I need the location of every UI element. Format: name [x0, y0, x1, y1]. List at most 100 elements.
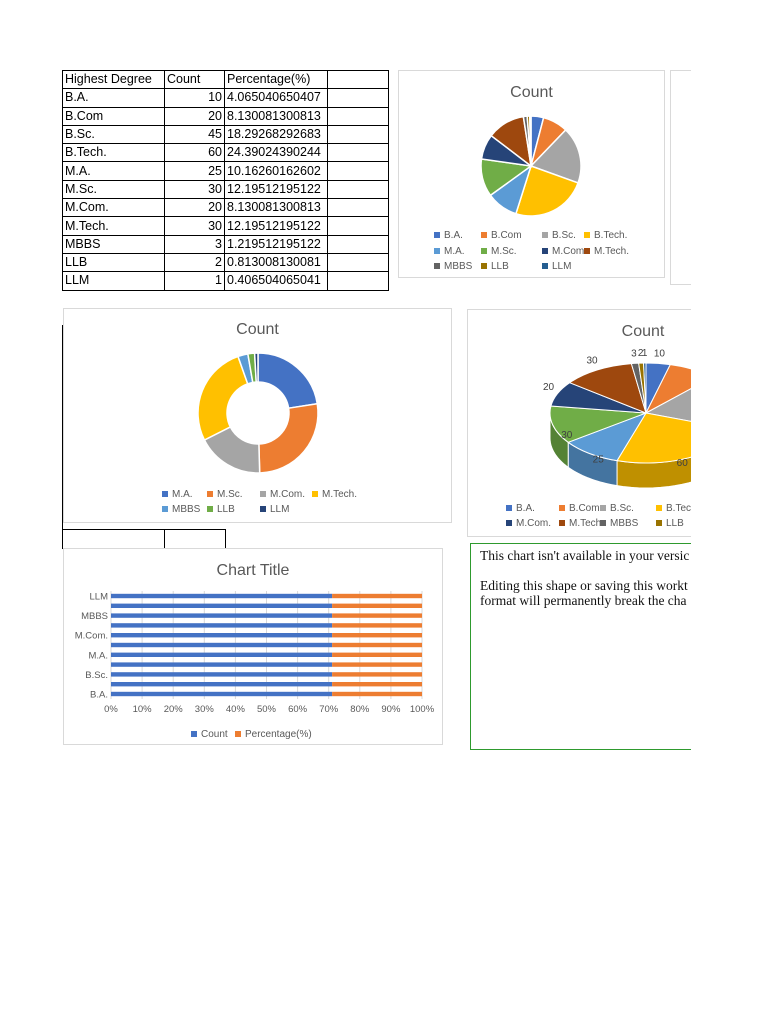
slice-LLM[interactable]: [528, 115, 532, 167]
bar-percentage-LLB[interactable]: [332, 603, 422, 608]
count-cell[interactable]: 45: [164, 124, 225, 145]
bar-percentage-M.Com.[interactable]: [332, 633, 422, 638]
empty-cell[interactable]: [327, 234, 389, 254]
legend-label: M.Sc.: [217, 489, 243, 500]
legend-item: LLB: [207, 504, 235, 515]
percentage-cell[interactable]: 12.19512195122: [224, 216, 328, 236]
empty-cell[interactable]: [327, 216, 389, 236]
count-cell[interactable]: 10: [164, 88, 225, 108]
slice-LLM[interactable]: [643, 362, 647, 414]
count-cell[interactable]: 20: [164, 106, 225, 126]
header-cell[interactable]: Highest Degree: [62, 69, 165, 90]
pie-chart[interactable]: Count B.A. B.Com B.Sc. B.Tech. M.A. M.Sc. M.Co…: [398, 70, 665, 278]
unsupported-chart-notice[interactable]: This chart isn't available in your versi…: [470, 543, 691, 750]
empty-cell[interactable]: [327, 69, 389, 90]
degree-cell[interactable]: M.Sc.: [62, 179, 165, 200]
slice-B.Com[interactable]: [644, 364, 691, 415]
legend-swatch: [191, 731, 197, 737]
bar-percentage-B.Com[interactable]: [332, 682, 422, 687]
percentage-cell[interactable]: 0.813008130081: [224, 252, 328, 273]
header-cell[interactable]: Count: [164, 69, 225, 90]
degree-cell[interactable]: LLB: [62, 252, 165, 273]
slice-M.Sc.[interactable]: [549, 405, 647, 443]
degree-cell[interactable]: MBBS: [62, 234, 165, 254]
bar-count-LLM[interactable]: [111, 593, 333, 599]
slice-LLM[interactable]: [253, 352, 259, 383]
percentage-cell[interactable]: 24.39024390244: [224, 143, 328, 163]
count-cell[interactable]: 2: [164, 252, 225, 273]
bar-percentage-MBBS[interactable]: [332, 613, 422, 618]
empty-cell[interactable]: [327, 252, 389, 273]
count-cell[interactable]: 60: [164, 143, 225, 163]
bar-plot: 0% 10% 20% 30% 40% 50% 60% 70% 80% 90% 100% B.A. B.S…: [75, 591, 435, 715]
legend-item: M.Sc.: [481, 246, 517, 257]
count-cell[interactable]: 30: [164, 216, 225, 236]
percentage-cell[interactable]: 0.406504065041: [224, 271, 328, 291]
bar-count-M.Tech.[interactable]: [111, 623, 333, 628]
degree-cell[interactable]: B.Com: [62, 106, 165, 126]
empty-cell[interactable]: [327, 271, 389, 291]
percentage-cell[interactable]: 4.065040650407: [224, 88, 328, 108]
percentage-cell[interactable]: 18.29268292683: [224, 124, 328, 145]
degree-cell[interactable]: B.Tech.: [62, 143, 165, 163]
legend-swatch: [506, 505, 512, 511]
bar-percentage-B.Tech.[interactable]: [332, 662, 422, 667]
degree-cell[interactable]: M.Com.: [62, 198, 165, 218]
degree-cell[interactable]: M.A.: [62, 161, 165, 181]
slice-M.A.[interactable]: [257, 352, 319, 410]
bar-count-B.Sc.[interactable]: [111, 672, 333, 677]
bar-count-M.A.[interactable]: [111, 652, 333, 657]
bar-percentage-B.Sc.[interactable]: [332, 672, 422, 677]
bar-count-B.Tech.[interactable]: [111, 662, 333, 667]
percentage-cell[interactable]: 8.130081300813: [224, 106, 328, 126]
degree-cell[interactable]: LLM: [62, 271, 165, 291]
count-cell[interactable]: 20: [164, 198, 225, 218]
percentage-cell[interactable]: 1.219512195122: [224, 234, 328, 254]
percentage-cell[interactable]: 10.16260162602: [224, 161, 328, 181]
slice-M.Sc.[interactable]: [258, 402, 319, 474]
bar-count-B.A.[interactable]: [111, 691, 333, 697]
bar-count-LLB[interactable]: [111, 603, 333, 608]
percentage-cell[interactable]: 12.19512195122: [224, 179, 328, 200]
count-cell[interactable]: 3: [164, 234, 225, 254]
percentage-cell[interactable]: 8.130081300813: [224, 198, 328, 218]
empty-cell[interactable]: [327, 88, 389, 108]
pie-3d-chart[interactable]: Count 10 20 60 25 30 20 30 3 2 1 B.A. B.Com B.Sc. B.…: [467, 309, 691, 537]
legend-swatch: [542, 232, 548, 238]
empty-cell[interactable]: [327, 179, 389, 200]
bar-percentage-M.A.[interactable]: [332, 652, 422, 657]
bar-count-MBBS[interactable]: [111, 613, 333, 618]
bar-percentage-B.A.[interactable]: [332, 691, 422, 697]
header-cell[interactable]: Percentage(%): [224, 69, 328, 90]
count-cell[interactable]: 1: [164, 271, 225, 291]
legend-swatch: [207, 506, 213, 512]
legend-swatch: [434, 232, 440, 238]
slice-M.Tech.[interactable]: [568, 363, 647, 414]
degree-cell[interactable]: B.A.: [62, 88, 165, 108]
bar-count-B.Com[interactable]: [111, 682, 333, 687]
legend-item: B.Tech.: [584, 230, 627, 241]
doughnut-chart[interactable]: Count M.A. M.Sc. M.Com. M.Tech. MBBS LLB LLM: [63, 308, 452, 523]
slice-B.Sc.[interactable]: [644, 377, 691, 430]
stacked-bar-chart[interactable]: Chart Title 0% 10% 20% 30% 40% 50% 60% 70% 80% 90…: [63, 548, 443, 745]
x-tick-label: 100%: [410, 704, 435, 715]
cell-border: [62, 325, 63, 548]
count-cell[interactable]: 30: [164, 179, 225, 200]
count-cell[interactable]: 25: [164, 161, 225, 181]
empty-cell[interactable]: [327, 106, 389, 126]
degree-cell[interactable]: B.Sc.: [62, 124, 165, 145]
x-tick-label: 30%: [195, 704, 215, 715]
bar-percentage-LLM[interactable]: [332, 593, 422, 599]
empty-cell[interactable]: [327, 124, 389, 145]
slice-M.Tech.[interactable]: [197, 355, 249, 442]
empty-cell[interactable]: [327, 161, 389, 181]
bar-percentage-M.Tech.[interactable]: [332, 623, 422, 628]
bar-count-M.Sc.[interactable]: [111, 642, 333, 648]
bar-percentage-M.Sc.[interactable]: [332, 642, 422, 648]
degree-cell[interactable]: M.Tech.: [62, 216, 165, 236]
empty-cell[interactable]: [327, 143, 389, 163]
empty-cell[interactable]: [327, 198, 389, 218]
table-header-row: Highest Degree Count Percentage(%): [62, 69, 389, 90]
bar-count-M.Com.[interactable]: [111, 633, 333, 638]
slice-B.Tech.[interactable]: [616, 412, 691, 464]
